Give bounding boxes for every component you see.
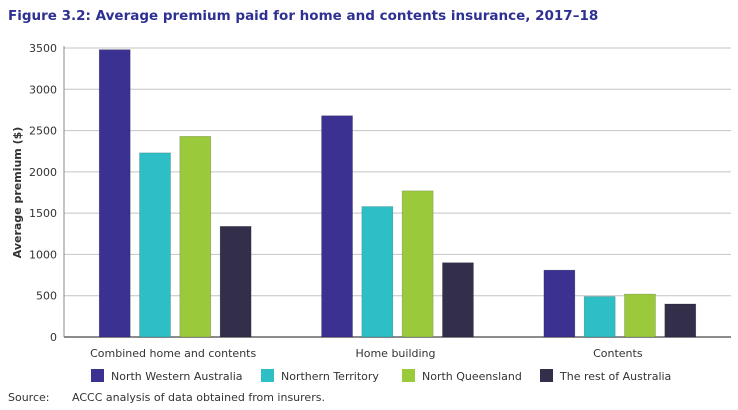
legend-label: North Queensland [422,370,522,383]
y-tick-label: 3000 [29,83,57,96]
x-category-label: Combined home and contents [90,347,256,360]
source-note: Source: ACCC analysis of data obtained fr… [8,391,325,404]
bar-north-queensland [401,190,434,338]
bar-north-western-australia [543,269,576,338]
bar-northern-territory [139,152,171,338]
legend-label: Northern Territory [281,370,379,383]
x-category-label: Home building [355,347,435,360]
chart-title: Figure 3.2: Average premium paid for hom… [8,8,599,24]
source-text: ACCC analysis of data obtained from insu… [72,391,325,404]
y-tick-label: 2500 [29,125,57,138]
y-tick-label: 2000 [29,166,57,179]
legend-swatch [402,369,415,382]
bar-north-western-australia [321,115,353,338]
legend-swatch [261,369,274,382]
bar-north-queensland [179,136,212,338]
bar-northern-territory [361,206,394,338]
legend-label: North Western Australia [111,370,243,383]
y-tick-label: 1000 [29,248,57,261]
x-category-label: Contents [593,347,643,360]
bar-the-rest-of-australia [442,262,474,338]
legend-label: The rest of Australia [559,370,671,383]
y-tick-label: 500 [36,290,57,303]
y-axis-label: Average premium ($) [11,127,24,259]
legend-swatch [91,369,104,382]
bar-the-rest-of-australia [664,303,697,338]
bar-the-rest-of-australia [219,226,252,338]
bar-chart: 0 500 1000 1500 2000 2500 3000 3500 Average prem… [11,42,731,383]
legend-swatch [540,369,553,382]
bar-north-western-australia [98,49,131,338]
y-tick-label: 1500 [29,207,57,220]
bar-northern-territory [583,296,616,338]
source-label: Source: [8,391,50,404]
bar-north-queensland [624,293,656,338]
y-tick-label: 0 [50,331,57,344]
y-tick-label: 3500 [29,42,57,55]
